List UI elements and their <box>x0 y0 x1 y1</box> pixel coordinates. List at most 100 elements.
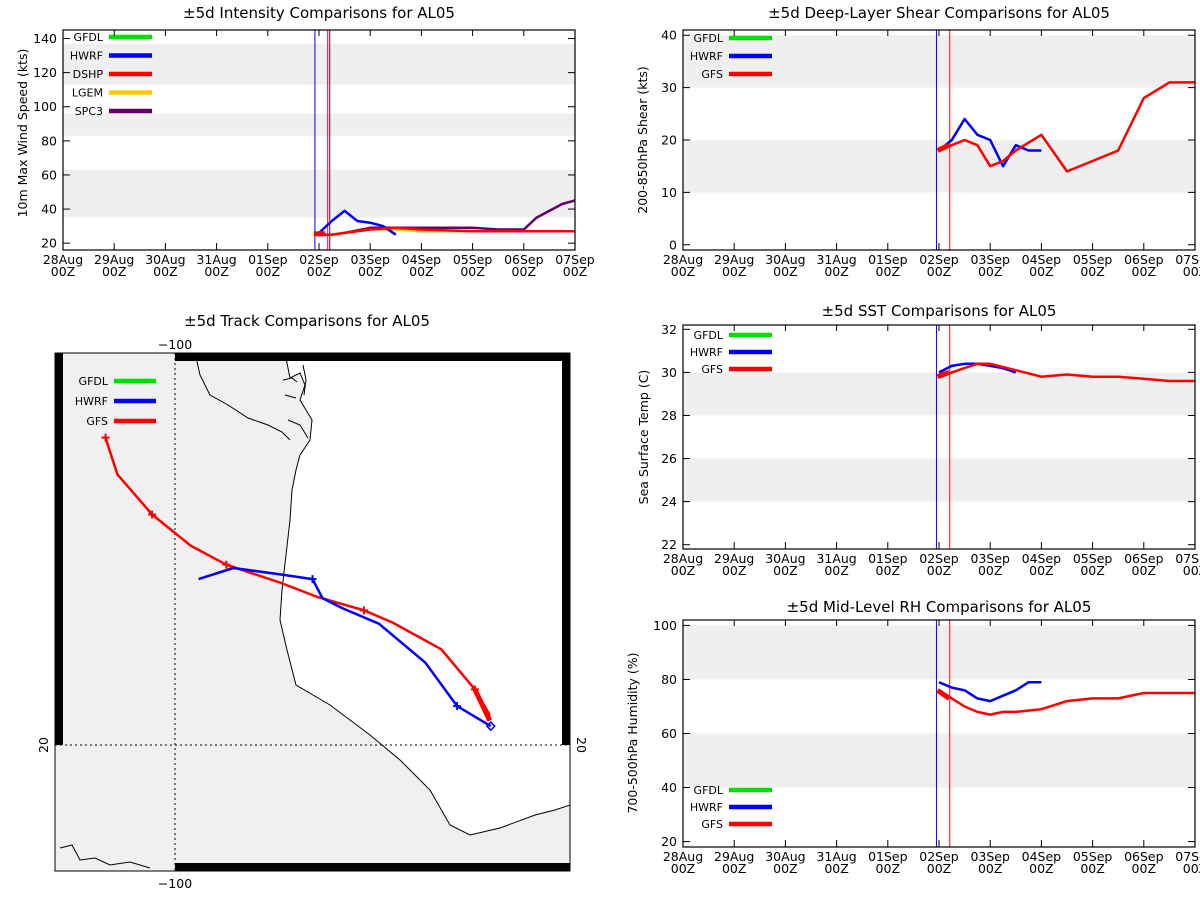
x-tick-label-day: 06Sep <box>1124 252 1164 267</box>
x-tick-label-day: 06Sep <box>1124 551 1164 566</box>
y-tick-label: 30 <box>661 80 677 95</box>
x-tick-label-hour: 00Z <box>824 563 848 578</box>
shaded-band <box>683 625 1195 680</box>
rh-chart: ±5d Mid-Level RH Comparisons for AL05 70… <box>625 598 1200 876</box>
x-tick-label-hour: 00Z <box>773 563 797 578</box>
shaded-band <box>63 113 575 136</box>
legend-label: LGEM <box>72 87 103 100</box>
y-tick-label: 26 <box>661 451 677 466</box>
x-tick-label-hour: 00Z <box>824 264 848 279</box>
x-tick-label-hour: 00Z <box>153 264 177 279</box>
x-tick-label-day: 07Sep <box>1175 252 1200 267</box>
shear-chart: ±5d Deep-Layer Shear Comparisons for AL0… <box>635 4 1200 279</box>
x-tick-label-day: 02Sep <box>919 252 959 267</box>
x-tick-label-hour: 00Z <box>927 264 951 279</box>
x-tick-label-day: 01Sep <box>868 551 908 566</box>
x-tick-label-hour: 00Z <box>102 264 126 279</box>
x-tick-label-day: 05Sep <box>453 252 493 267</box>
x-tick-label-hour: 00Z <box>1132 264 1156 279</box>
x-tick-label-hour: 00Z <box>671 861 695 876</box>
x-tick-label-hour: 00Z <box>824 861 848 876</box>
x-tick-label-day: 07Sep <box>555 252 595 267</box>
plot-frame <box>682 29 1196 251</box>
x-tick-label-day: 05Sep <box>1073 551 1113 566</box>
shaded-band <box>683 733 1195 788</box>
track-line-hwrf <box>198 566 492 728</box>
series-line-gfs <box>938 362 1195 383</box>
x-tick-label-day: 06Sep <box>1124 849 1164 864</box>
shaded-band <box>683 372 1195 416</box>
y-tick-label: 100 <box>653 618 677 633</box>
legend-label: HWRF <box>690 346 723 359</box>
y-tick-label: 32 <box>661 322 677 337</box>
track-position-marker <box>360 606 368 615</box>
x-tick-label-day: 02Sep <box>299 252 339 267</box>
x-tick-label-day: 29Aug <box>714 551 754 566</box>
x-tick-label-hour: 00Z <box>1132 563 1156 578</box>
shaded-band <box>63 169 575 218</box>
x-tick-label-hour: 00Z <box>927 563 951 578</box>
x-tick-label-day: 01Sep <box>248 252 288 267</box>
map-border-top <box>175 353 570 361</box>
map-border-left <box>55 353 63 745</box>
lon-label-top: −100 <box>158 337 192 352</box>
track-position-marker <box>308 575 317 584</box>
lat-label-left: 20 <box>36 737 51 753</box>
series-line-hwrf <box>938 680 1042 703</box>
shaded-band <box>683 458 1195 502</box>
x-tick-label-hour: 00Z <box>876 563 900 578</box>
y-tick-label: 140 <box>33 31 57 46</box>
x-tick-label-day: 05Sep <box>1073 849 1113 864</box>
legend-label: HWRF <box>690 50 723 63</box>
track-position-marker <box>101 433 110 442</box>
x-tick-label-day: 29Aug <box>94 252 134 267</box>
x-tick-label-day: 30Aug <box>145 252 185 267</box>
y-tick-label: 20 <box>41 236 57 251</box>
x-tick-label-hour: 00Z <box>1080 264 1104 279</box>
x-tick-label-hour: 00Z <box>773 264 797 279</box>
legend-label: GFDL <box>694 329 724 342</box>
x-tick-label-day: 31Aug <box>196 252 236 267</box>
x-tick-label-day: 03Sep <box>350 252 390 267</box>
x-tick-label-day: 31Aug <box>816 551 856 566</box>
y-tick-label: 24 <box>661 494 677 509</box>
legend-label: HWRF <box>690 801 723 814</box>
track-start-marker <box>485 721 496 732</box>
legend-label: GFS <box>86 415 108 428</box>
x-tick-label-hour: 00Z <box>1183 861 1200 876</box>
chart-title: ±5d Track Comparisons for AL05 <box>184 312 430 330</box>
x-tick-label-day: 28Aug <box>663 252 703 267</box>
legend-label: GFDL <box>694 32 724 45</box>
coastline-island <box>59 844 151 869</box>
y-tick-label: 20 <box>661 133 677 148</box>
x-tick-label-day: 29Aug <box>714 849 754 864</box>
series-line-hwrf <box>318 209 397 236</box>
x-tick-label-hour: 00Z <box>1132 861 1156 876</box>
y-tick-label: 60 <box>661 726 677 741</box>
x-tick-label-hour: 00Z <box>1080 563 1104 578</box>
x-tick-label-hour: 00Z <box>927 861 951 876</box>
y-tick-label: 40 <box>661 780 677 795</box>
x-tick-label-hour: 00Z <box>876 264 900 279</box>
x-tick-label-hour: 00Z <box>460 264 484 279</box>
x-tick-label-day: 02Sep <box>919 849 959 864</box>
y-axis-label: 700-500hPa Humidity (%) <box>625 652 640 813</box>
y-tick-label: 10 <box>661 185 677 200</box>
y-tick-label: 0 <box>669 237 677 252</box>
y-axis-label: 200-850hPa Shear (kts) <box>635 66 650 214</box>
y-tick-label: 80 <box>661 672 677 687</box>
y-tick-label: 120 <box>33 65 57 80</box>
track-position-marker <box>148 510 157 519</box>
series-line-dshp <box>319 226 575 236</box>
x-tick-label-day: 30Aug <box>765 551 805 566</box>
x-tick-label-hour: 00Z <box>722 563 746 578</box>
y-tick-label: 20 <box>661 834 677 849</box>
x-tick-label-day: 02Sep <box>919 551 959 566</box>
lon-label-bottom: −100 <box>158 876 192 891</box>
x-tick-label-hour: 00Z <box>1183 264 1200 279</box>
chart-title: ±5d Mid-Level RH Comparisons for AL05 <box>787 598 1092 616</box>
plot-frame <box>682 324 1196 550</box>
shaded-band <box>63 43 575 85</box>
x-tick-label-day: 31Aug <box>816 849 856 864</box>
